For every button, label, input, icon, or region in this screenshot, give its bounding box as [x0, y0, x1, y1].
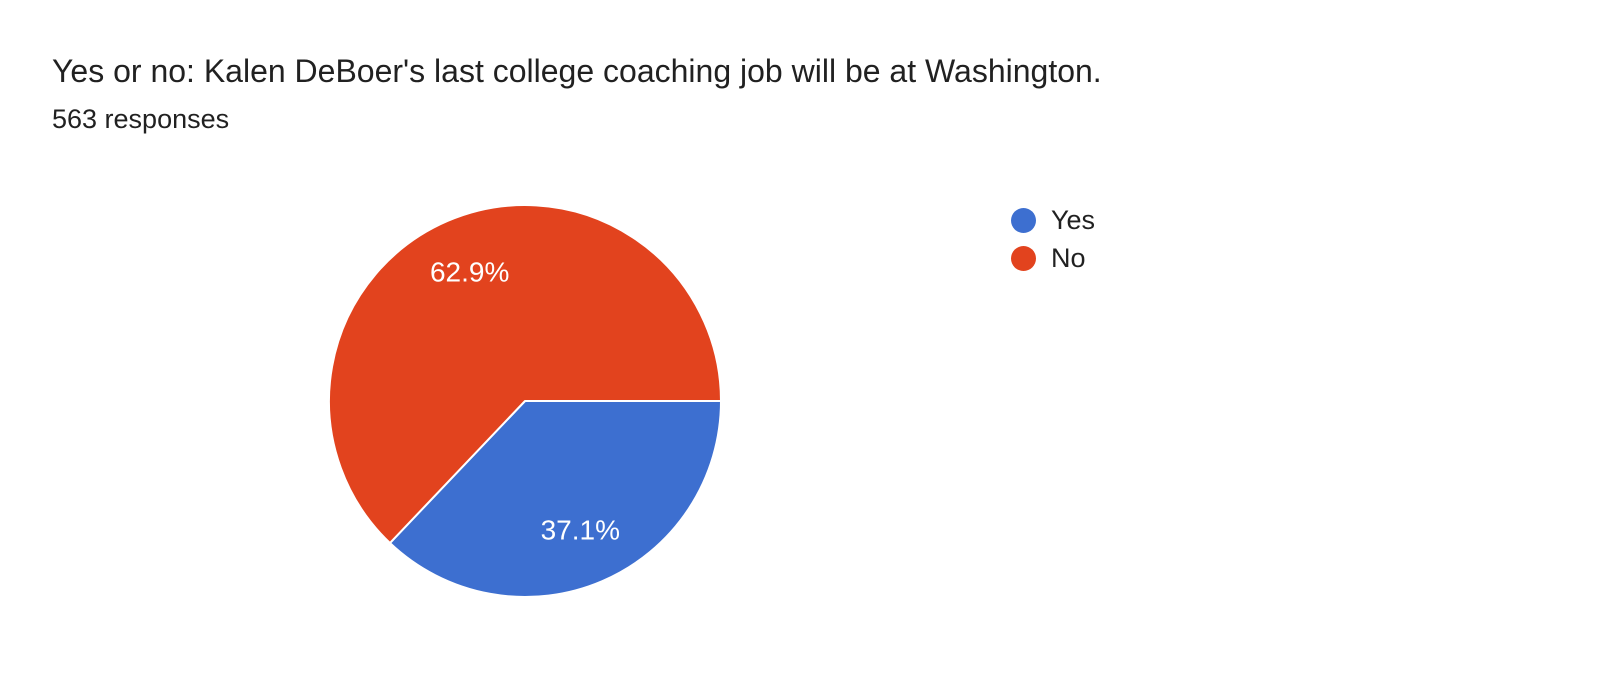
pie-slice-no[interactable]: [328, 204, 722, 545]
legend-item-no: No: [1011, 239, 1095, 277]
legend-dot-icon-yes: [1011, 207, 1036, 233]
response-count: 563 responses: [52, 104, 230, 134]
pie-slice-percent-label-yes: 37.1%: [541, 514, 620, 545]
pie-slice-percent-label-no: 62.9%: [430, 257, 509, 288]
legend-dot-icon-no: [1011, 245, 1036, 271]
legend-item-yes: Yes: [1011, 201, 1095, 239]
pie-chart: 37.1% 62.9%: [328, 204, 722, 599]
legend-label-yes: Yes: [1051, 204, 1096, 235]
page-title: Yes or no: Kalen DeBoer's last college c…: [52, 53, 1102, 89]
pie-slice-yes[interactable]: [388, 400, 722, 599]
legend-label-no: No: [1051, 242, 1086, 273]
pie-chart-container: 37.1% 62.9%: [315, 191, 735, 611]
legend: Yes No: [1011, 201, 1095, 277]
